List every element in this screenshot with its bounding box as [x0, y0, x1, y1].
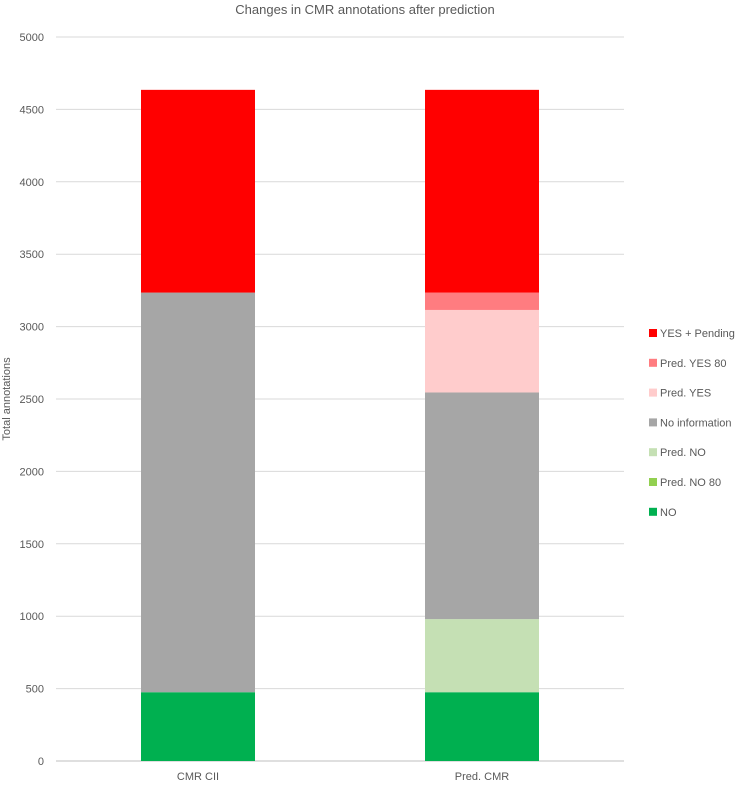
bar-segment-cmr-cii-no-information: [141, 292, 255, 693]
bar-segment-pred-cmr-pred-yes: [425, 309, 539, 393]
bar-segment-pred-cmr-no-information: [425, 392, 539, 620]
y-axis-ticks: 0 500 1000 1500 2000 2500 3000 3500 4000 4500 5000: [20, 32, 44, 768]
bar-segment-pred-cmr-no: [425, 692, 539, 761]
y-tick-label: 1500: [20, 539, 44, 551]
y-tick-label: 3000: [20, 322, 44, 334]
bar-segment-cmr-cii-no: [141, 692, 255, 761]
legend-item: Pred. YES: [649, 388, 711, 400]
legend-swatch: [649, 358, 657, 367]
y-tick-label: 0: [38, 756, 44, 768]
legend-swatch: [649, 329, 657, 337]
x-tick-label: Pred. CMR: [455, 771, 509, 783]
y-tick-label: 1000: [20, 611, 44, 623]
legend-swatch: [649, 418, 657, 427]
legend-label: Pred. YES: [660, 388, 711, 400]
bars: [141, 89, 539, 761]
legend-label: Pred. YES 80: [660, 358, 726, 370]
legend-item: Pred. NO: [649, 447, 706, 459]
legend-label: Pred. NO: [660, 447, 706, 459]
legend-label: Pred. NO 80: [660, 477, 721, 489]
y-tick-label: 4500: [20, 104, 44, 116]
legend-label: YES + Pending: [660, 328, 735, 340]
bar-segment-cmr-cii-yes-pending: [141, 89, 255, 293]
legend-label: No information: [660, 417, 732, 429]
x-tick-label: CMR CII: [177, 771, 219, 783]
y-tick-label: 500: [26, 684, 44, 696]
y-tick-label: 3500: [20, 249, 44, 261]
legend-item: YES + Pending: [649, 328, 735, 340]
legend-swatch: [649, 388, 657, 397]
legend-swatch: [649, 478, 657, 486]
legend-item: NO: [649, 507, 677, 519]
legend-item: No information: [649, 417, 732, 429]
x-axis-categories: CMR CII Pred. CMR: [177, 771, 509, 783]
y-tick-label: 2000: [20, 466, 44, 478]
legend-item: Pred. NO 80: [649, 477, 721, 489]
legend-swatch: [649, 507, 657, 516]
y-tick-label: 5000: [20, 32, 44, 44]
bar-segment-pred-cmr-yes-pending: [425, 89, 539, 293]
legend: YES + Pending Pred. YES 80 Pred. YES No inf…: [649, 328, 735, 519]
bar-segment-pred-cmr-pred-yes-80: [425, 292, 539, 310]
legend-label: NO: [660, 507, 677, 519]
y-tick-label: 2500: [20, 394, 44, 406]
bar-segment-pred-cmr-pred-no: [425, 619, 539, 693]
y-tick-label: 4000: [20, 177, 44, 189]
chart-title: Changes in CMR annotations after predict…: [235, 2, 494, 17]
legend-item: Pred. YES 80: [649, 358, 726, 370]
y-axis-title: Total annotations: [1, 357, 13, 441]
legend-swatch: [649, 448, 657, 457]
